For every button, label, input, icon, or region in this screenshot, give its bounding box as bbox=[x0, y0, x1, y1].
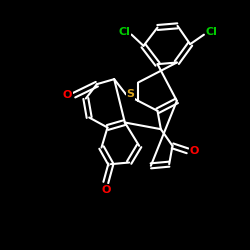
Text: O: O bbox=[190, 146, 199, 156]
Text: O: O bbox=[101, 185, 110, 195]
Text: S: S bbox=[126, 89, 134, 99]
Text: Cl: Cl bbox=[118, 26, 130, 36]
Text: Cl: Cl bbox=[206, 27, 217, 37]
Text: O: O bbox=[62, 90, 72, 100]
